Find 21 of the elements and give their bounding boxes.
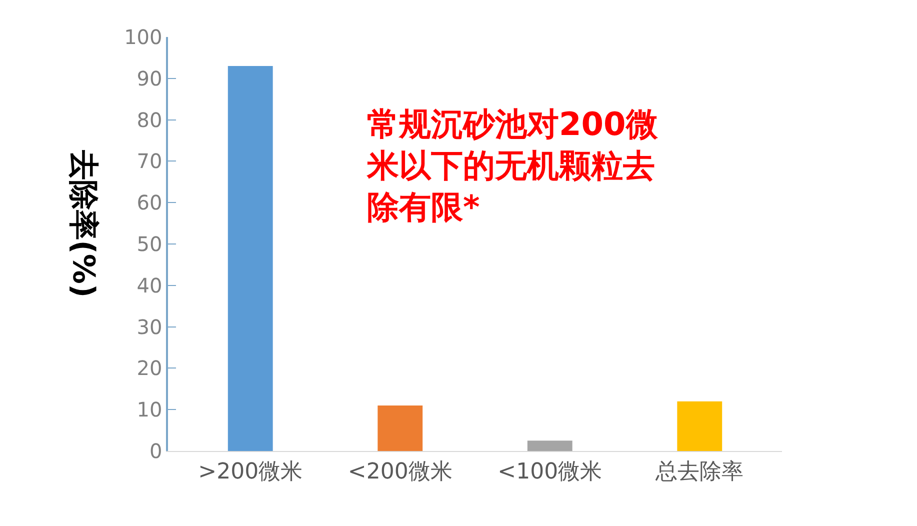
y-axis-title: 去除率(%): [65, 149, 100, 298]
bar: [677, 401, 722, 451]
x-tick-label: <100微米: [498, 459, 602, 484]
bar: [378, 405, 423, 451]
y-tick-label: 90: [136, 66, 162, 90]
y-tick-label: 60: [136, 190, 162, 215]
bar: [527, 440, 572, 451]
y-tick-label: 10: [136, 398, 162, 422]
y-tick-label: 80: [136, 108, 162, 132]
y-tick-label: 30: [136, 314, 162, 339]
y-tick-label: 40: [136, 273, 162, 298]
x-tick-label: 总去除率: [654, 459, 744, 484]
y-tick-label: 100: [124, 25, 162, 49]
annotation: 常规沉砂池对200微米以下的无机颗粒去除有限*: [366, 105, 659, 226]
y-tick-label: 20: [136, 356, 162, 380]
bar: [228, 66, 273, 451]
x-tick-label: <200微米: [348, 459, 452, 484]
x-tick-label: >200微米: [198, 459, 303, 484]
y-tick-label: 0: [150, 439, 162, 463]
y-tick-label: 50: [136, 232, 162, 256]
y-tick-label: 70: [136, 149, 162, 174]
